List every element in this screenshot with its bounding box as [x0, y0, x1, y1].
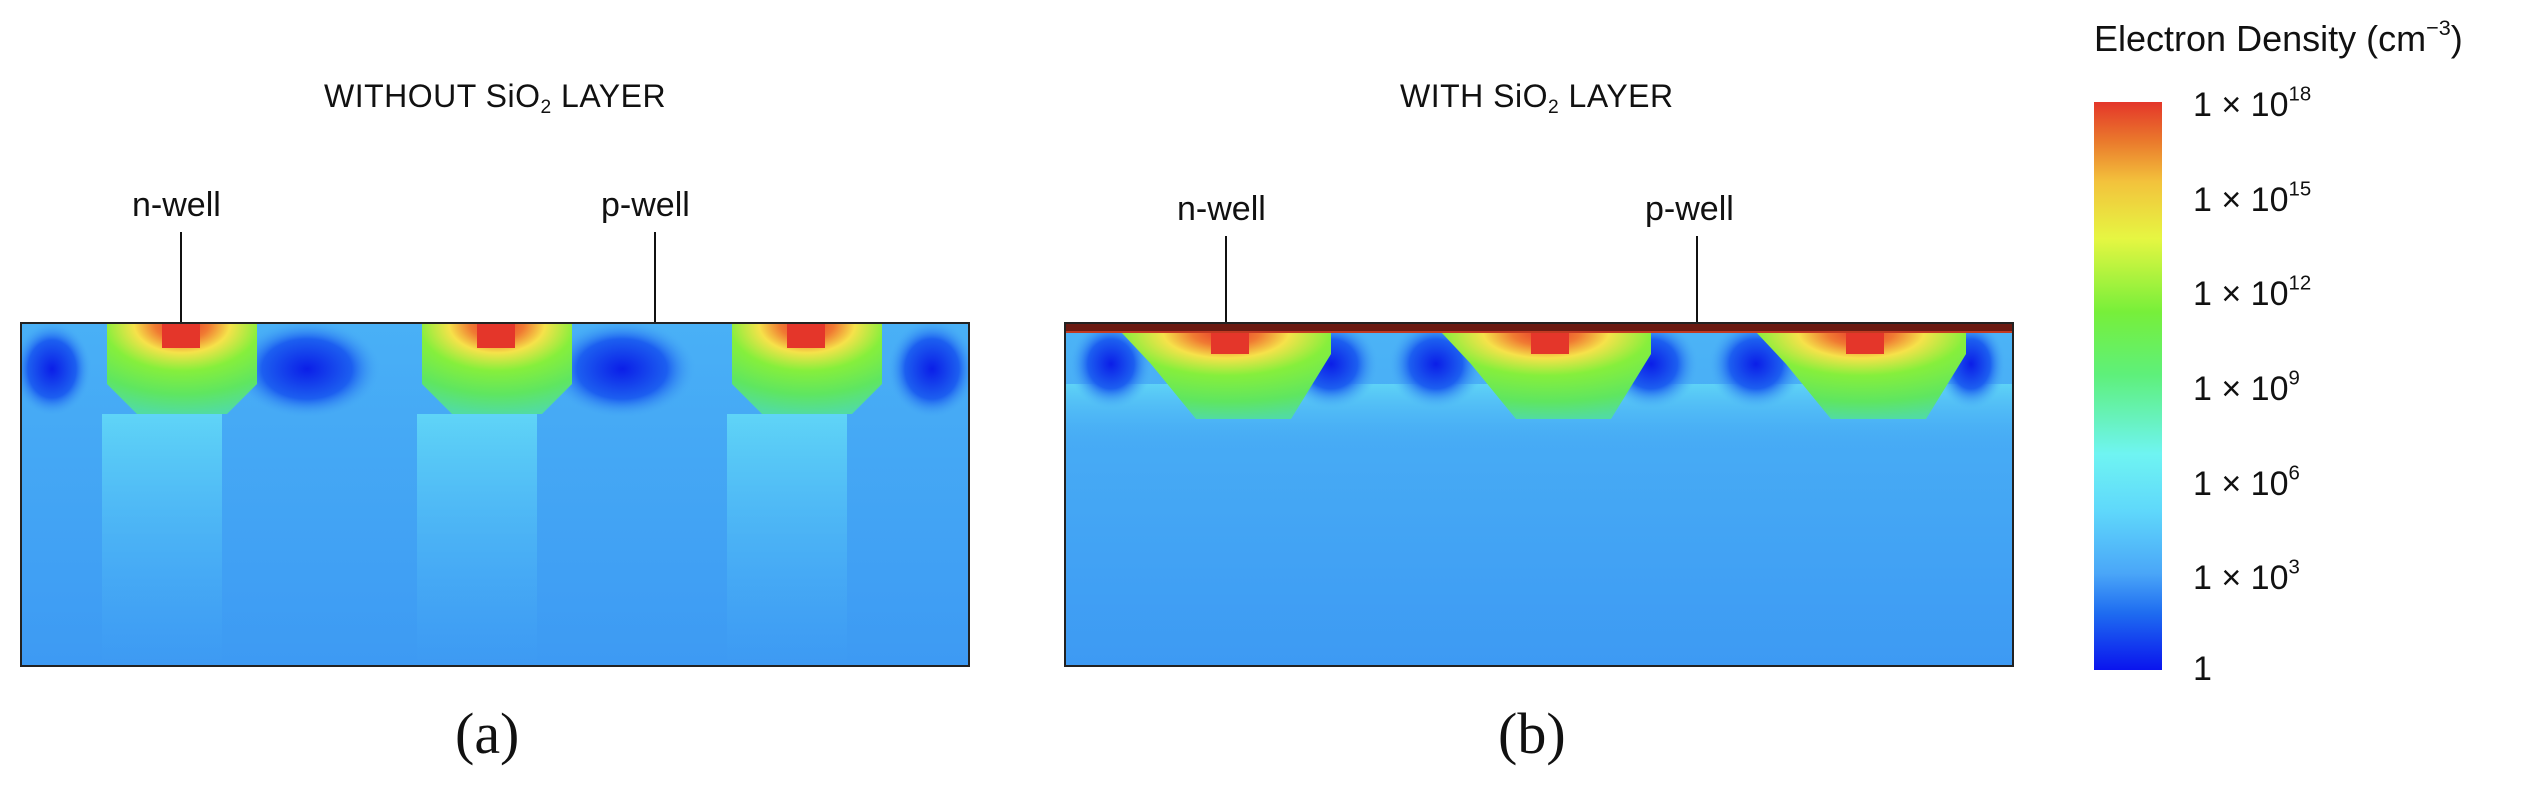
- colorbar-title-exponent: −3: [2426, 14, 2451, 40]
- colorbar-tick-1: 1: [2193, 650, 2212, 689]
- panel-a-title-text: WITHOUT SiO: [324, 78, 541, 114]
- colorbar-tick-base: 1: [2193, 650, 2212, 688]
- colorbar-tick-base: 1 × 10: [2193, 86, 2289, 124]
- panel-b-title-subscript: 2: [1547, 96, 1560, 118]
- colorbar-tick-exponent: 18: [2288, 83, 2312, 106]
- panel-b-title: WITH SiO2 LAYER: [1400, 78, 1674, 118]
- panel-b-title-suffix: LAYER: [1559, 78, 1674, 114]
- panel-a-title-subscript: 2: [540, 96, 552, 118]
- colorbar-tick-1e15: 1 × 1015: [2193, 178, 2312, 220]
- panel-b-nwell-label: n-well: [1177, 190, 1266, 228]
- colorbar-gradient: [2094, 102, 2162, 670]
- colorbar-tick-1e3: 1 × 103: [2193, 556, 2300, 598]
- colorbar-tick-exponent: 6: [2288, 462, 2300, 485]
- panel-a-nwell-label: n-well: [132, 186, 221, 224]
- panel-a-caption: (a): [455, 701, 520, 766]
- panel-a-simulation-map: [20, 322, 970, 667]
- colorbar-tick-base: 1 × 10: [2193, 275, 2289, 313]
- colorbar-tick-base: 1 × 10: [2193, 559, 2289, 597]
- colorbar-tick-base: 1 × 10: [2193, 181, 2289, 219]
- panel-b-pwell-label: p-well: [1645, 190, 1734, 228]
- colorbar-tick-exponent: 15: [2288, 178, 2312, 201]
- colorbar-title-text: Electron Density (cm: [2094, 18, 2427, 59]
- colorbar-tick-1e6: 1 × 106: [2193, 462, 2300, 504]
- panel-a-pwell-leader: [654, 232, 656, 337]
- colorbar-tick-exponent: 9: [2288, 367, 2300, 390]
- panel-b-caption: (b): [1498, 701, 1566, 766]
- panel-b-simulation-map: [1064, 322, 2014, 667]
- colorbar-tick-exponent: 12: [2288, 272, 2312, 295]
- colorbar-title: Electron Density (cm−3): [2094, 14, 2463, 60]
- panel-a-title: WITHOUT SiO2 LAYER: [324, 78, 667, 118]
- panel-b-pwell-leader: [1696, 236, 1698, 341]
- colorbar-tick-base: 1 × 10: [2193, 370, 2289, 408]
- colorbar-tick-1e9: 1 × 109: [2193, 367, 2300, 409]
- panel-a-nwell-leader: [180, 232, 182, 337]
- colorbar-title-suffix: ): [2450, 18, 2463, 59]
- colorbar-tick-base: 1 × 10: [2193, 465, 2289, 503]
- panel-a-pwell-label: p-well: [601, 186, 690, 224]
- panel-a-title-suffix: LAYER: [551, 78, 667, 114]
- colorbar-tick-1e12: 1 × 1012: [2193, 272, 2312, 314]
- panel-a-density-plot: [22, 324, 968, 665]
- colorbar-tick-1e18: 1 × 1018: [2193, 83, 2312, 125]
- panel-b-title-text: WITH SiO: [1400, 78, 1548, 114]
- panel-b-density-plot: [1066, 324, 2012, 665]
- panel-b-nwell-leader: [1225, 236, 1227, 341]
- colorbar-tick-exponent: 3: [2288, 556, 2300, 579]
